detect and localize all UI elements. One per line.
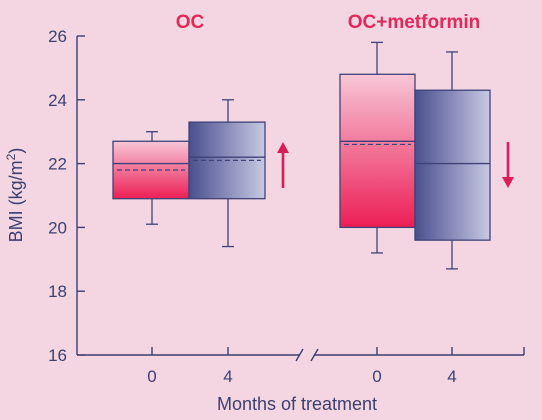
y-tick-label: 20 (48, 218, 67, 237)
x-tick-label: 0 (372, 367, 381, 386)
axis-break-mark (310, 348, 319, 362)
axes: 16 18 20 22 24 26 0 4 0 4 (48, 27, 525, 386)
y-axis-title-main: BMI (kg/m (6, 160, 26, 242)
y-tick-label: 26 (48, 27, 67, 46)
box-oc-metformin-month-4 (414, 51, 491, 270)
group-title-oc-metformin: OC+metformin (348, 12, 481, 33)
y-tick-label: 18 (48, 282, 67, 301)
y-axis-title-superscript: 2 (4, 153, 18, 160)
arrow-head (277, 142, 289, 153)
y-tick-label: 22 (48, 155, 67, 174)
x-tick-label: 4 (447, 367, 456, 386)
y-axis-title-suffix: ) (6, 148, 26, 154)
box-iqr (339, 73, 416, 229)
x-axis-title: Months of treatment (217, 394, 377, 414)
trend-arrow-down-icon (502, 142, 514, 188)
y-tick-label: 16 (48, 346, 67, 365)
box-iqr (414, 89, 491, 241)
arrow-head (502, 177, 514, 188)
x-tick-label: 0 (147, 367, 156, 386)
y-tick-label: 24 (48, 91, 67, 110)
box-oc-metformin-month-0 (339, 41, 416, 254)
axis-break-mark (295, 348, 304, 362)
y-axis-title: BMI (kg/m2) (4, 148, 26, 243)
box-plots (112, 41, 514, 270)
trend-arrow-up-icon (277, 142, 289, 188)
x-tick-label: 4 (223, 367, 232, 386)
group-title-oc: OC (176, 12, 205, 33)
box-oc-month-4 (188, 99, 266, 248)
